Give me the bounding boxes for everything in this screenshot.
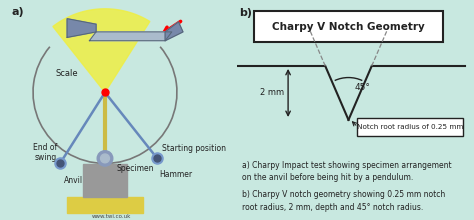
Text: Hammer: Hammer	[159, 170, 192, 179]
Polygon shape	[67, 19, 96, 37]
Circle shape	[100, 154, 109, 163]
Text: Notch root radius of 0.25 mm: Notch root radius of 0.25 mm	[357, 124, 463, 130]
Text: Specimen: Specimen	[116, 164, 154, 173]
Circle shape	[97, 151, 113, 166]
Polygon shape	[90, 32, 172, 41]
Text: Anvil: Anvil	[64, 176, 82, 185]
Text: www.twi.co.uk: www.twi.co.uk	[92, 214, 131, 219]
Text: b): b)	[239, 8, 252, 18]
Text: a): a)	[11, 7, 24, 16]
Bar	[67, 197, 143, 213]
Text: Starting position: Starting position	[162, 144, 226, 153]
Text: a) Charpy Impact test showing specimen arrangement
on the anvil before being hit: a) Charpy Impact test showing specimen a…	[242, 161, 451, 182]
Text: b) Charpy V notch geometry showing 0.25 mm notch
root radius, 2 mm, depth and 45: b) Charpy V notch geometry showing 0.25 …	[242, 191, 445, 212]
Polygon shape	[53, 9, 150, 92]
Polygon shape	[165, 22, 183, 41]
FancyBboxPatch shape	[255, 11, 443, 42]
Text: Scale: Scale	[56, 69, 78, 78]
Text: 45°: 45°	[354, 83, 370, 92]
Bar	[82, 164, 127, 197]
Text: 2 mm: 2 mm	[261, 88, 284, 97]
Text: End of
swing: End of swing	[33, 143, 57, 162]
Text: Charpy V Notch Geometry: Charpy V Notch Geometry	[272, 22, 425, 31]
FancyBboxPatch shape	[356, 118, 464, 136]
